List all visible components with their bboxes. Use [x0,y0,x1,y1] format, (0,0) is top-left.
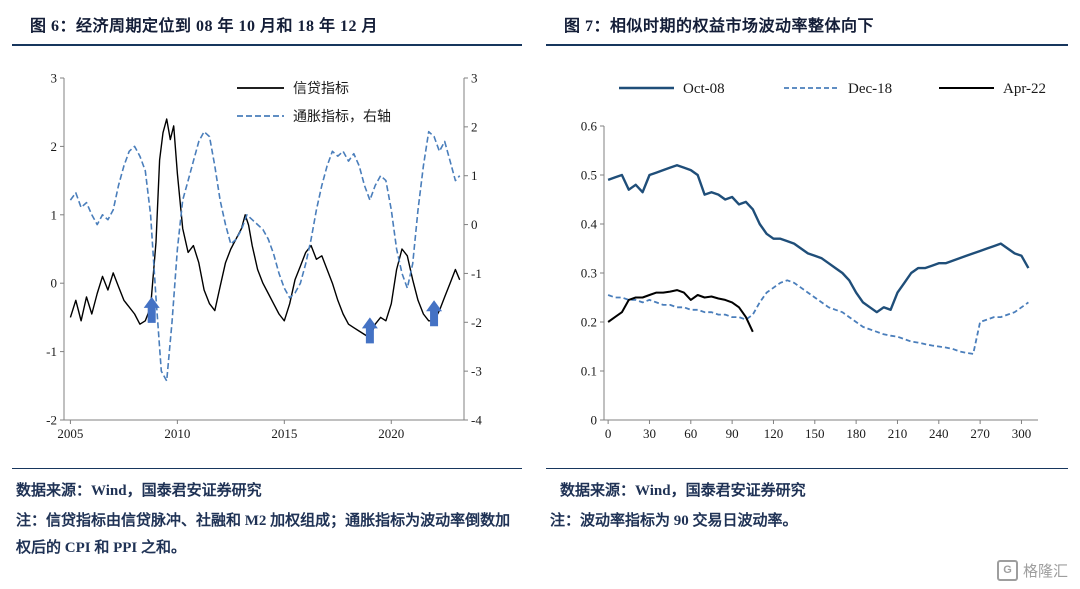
figure6-title-rule [12,44,522,46]
figure7-note: 注：波动率指标为 90 交易日波动率。 [550,513,798,529]
chart6-svg: 3 2 1 0 -1 -2 3 2 1 0 -1 -2 -3 -4 2005 2010 2015 2020 信贷指标… [46,71,482,442]
x-tick-label: 2010 [164,426,190,441]
x-tick-label: 120 [764,426,784,441]
y-tick-label: 3 [51,71,58,86]
y-tick-label: 0.2 [581,315,597,330]
y-tick-label: -3 [471,364,482,379]
x-tick-label: 150 [805,426,825,441]
x-tick-label: 240 [929,426,949,441]
legend-label: 信贷指标 [293,81,349,97]
y-tick-label: -2 [46,413,57,428]
gelonghui-watermark-text: 格隆汇 [1022,563,1068,580]
series-line-1 [607,279,1029,355]
y-tick-label: -1 [46,344,57,359]
figure6-chart: 3 2 1 0 -1 -2 3 2 1 0 -1 -2 -3 -4 2005 2010 2015 2020 信贷指标… [12,48,522,452]
x-tick-label: 90 [726,426,739,441]
figure6-note: 注：信贷指标由信贷脉冲、社融和 M2 加权组成；通胀指标为波动率倒数加权后的 C… [16,513,511,556]
figure7-foot-rule [546,468,1068,469]
legend-label: Apr-22 [1003,81,1046,97]
x-tick-label: 270 [970,426,990,441]
figure7-title: 图 7：相似时期的权益市场波动率整体向下 [564,18,875,35]
gelonghui-watermark: G 格隆汇 [996,560,1068,581]
y-tick-label: 0 [471,217,478,232]
figure6-foot-rule [12,468,522,469]
legend-label: Dec-18 [848,81,892,97]
chart7-svg: 0.6 0.5 0.4 0.3 0.2 0.1 00 30 60 90 120 150 180 210 24… [581,81,1046,441]
y-tick-label: 0.4 [581,217,598,232]
y-tick-label: 0.1 [581,364,597,379]
x-tick-label: 180 [846,426,866,441]
y-tick-label: 0.3 [581,266,597,281]
figure7-source: 数据来源：Wind，国泰君安证券研究 [560,483,806,499]
y-tick-label: -4 [471,413,482,428]
x-tick-label: 300 [1012,426,1032,441]
x-tick-label: 2020 [378,426,404,441]
y-tick-label: 3 [471,71,478,86]
up-arrow-icon [143,296,160,323]
up-arrow-icon [361,317,378,344]
y-tick-label: 1 [51,207,58,222]
y-tick-label: 0.6 [581,119,598,134]
y-tick-label: 0.5 [581,168,597,183]
x-tick-label: 2005 [57,426,83,441]
y-tick-label: 2 [471,119,478,134]
x-tick-label: 0 [605,426,612,441]
figure7-title-rule [546,44,1068,46]
x-tick-label: 30 [643,426,656,441]
figure6-title: 图 6：经济周期定位到 08 年 10 月和 18 年 12 月 [30,18,379,35]
y-tick-label: -2 [471,315,482,330]
gelonghui-logo-icon: G [996,560,1018,581]
figure7-panel: 图 7：相似时期的权益市场波动率整体向下 0.6 0.5 0.4 0.3 0.2 0.1 0… [546,6,1068,535]
y-tick-label: 0 [51,276,58,291]
series-line-0 [69,118,461,339]
figure6-source: 数据来源：Wind，国泰君安证券研究 [16,483,262,499]
figure6-panel: 图 6：经济周期定位到 08 年 10 月和 18 年 12 月 3 2 1 0 -1 -… [12,6,522,562]
x-tick-label: 210 [888,426,908,441]
series-line-2 [607,289,754,333]
y-tick-label: 0 [591,413,598,428]
y-tick-label: -1 [471,266,482,281]
figure7-chart: 0.6 0.5 0.4 0.3 0.2 0.1 0 0 30 60 90 120 150 180 210 24… [546,48,1068,452]
x-tick-label: 2015 [271,426,297,441]
legend-label: Oct-08 [683,81,725,97]
x-tick-label: 60 [684,426,697,441]
y-tick-label: 1 [471,168,478,183]
legend-label: 通胀指标，右轴 [293,109,391,125]
y-tick-label: 2 [51,139,58,154]
series-line-0 [607,164,1030,314]
up-arrow-icon [426,300,443,327]
series-line-1 [69,130,461,382]
